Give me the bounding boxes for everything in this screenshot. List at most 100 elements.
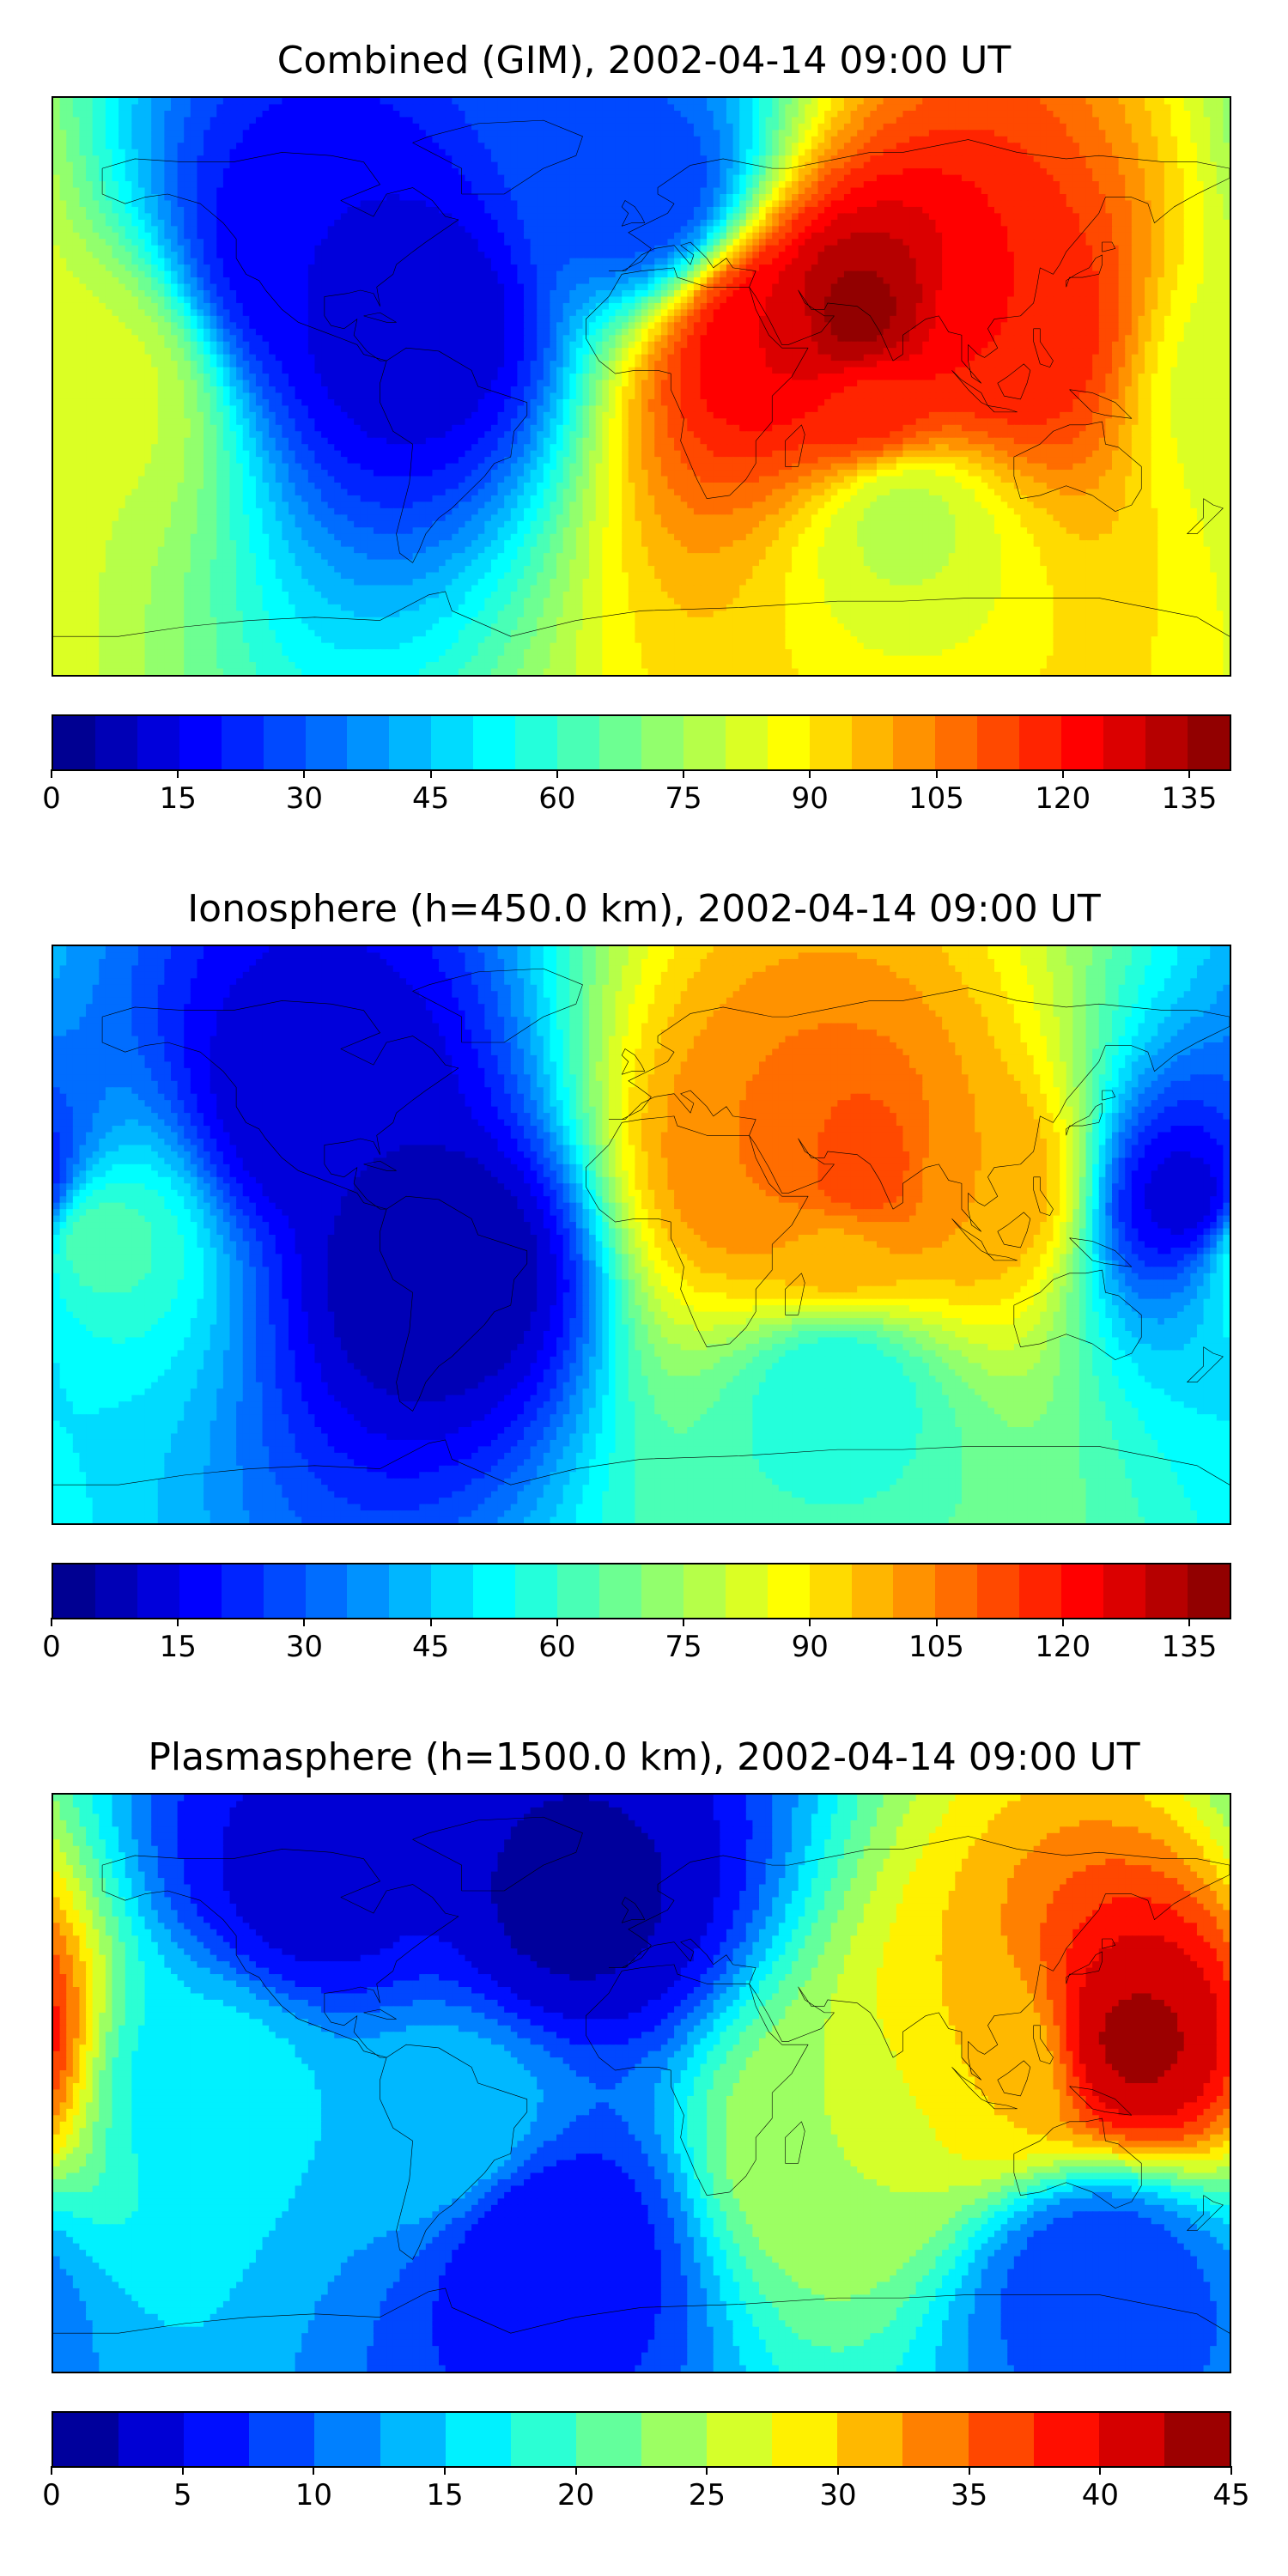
tec-cell bbox=[766, 124, 774, 131]
tec-cell bbox=[857, 239, 865, 246]
tec-cell bbox=[766, 98, 774, 106]
tec-cell bbox=[831, 226, 839, 234]
tec-cell bbox=[824, 194, 832, 202]
tec-cell bbox=[870, 175, 878, 183]
tec-cell bbox=[739, 149, 747, 157]
tec-cell bbox=[739, 194, 747, 202]
tec-cell bbox=[465, 162, 473, 170]
tec-cell bbox=[93, 194, 100, 202]
tec-cell bbox=[726, 271, 734, 279]
tec-cell bbox=[714, 175, 721, 183]
tec-cell bbox=[537, 264, 544, 272]
tec-cell bbox=[164, 111, 172, 118]
tec-cell bbox=[1184, 149, 1192, 157]
tec-cell bbox=[726, 181, 734, 189]
tec-cell bbox=[321, 220, 329, 228]
tec-cell bbox=[654, 188, 662, 196]
tec-cell bbox=[1171, 207, 1179, 215]
tec-cell bbox=[955, 258, 963, 266]
tec-cell bbox=[1197, 117, 1205, 125]
tec-cell bbox=[531, 194, 538, 202]
tec-cell bbox=[386, 220, 394, 228]
tec-cell bbox=[563, 117, 571, 125]
tec-cell bbox=[106, 111, 113, 118]
tec-cell bbox=[857, 252, 865, 259]
tec-cell bbox=[118, 149, 126, 157]
tec-cell bbox=[622, 168, 629, 176]
tec-cell bbox=[1054, 155, 1061, 163]
tec-cell bbox=[896, 220, 904, 228]
tec-cell bbox=[884, 264, 891, 272]
tec-cell bbox=[1119, 124, 1127, 131]
tec-cell bbox=[393, 168, 401, 176]
tec-cell bbox=[1132, 175, 1139, 183]
tec-cell bbox=[902, 168, 910, 176]
tec-cell bbox=[1054, 188, 1061, 196]
tec-cell bbox=[1001, 252, 1009, 259]
tec-cell bbox=[249, 117, 257, 125]
tec-cell bbox=[504, 233, 512, 240]
tec-cell bbox=[491, 130, 499, 137]
tec-cell bbox=[1047, 226, 1054, 234]
tec-cell bbox=[674, 226, 682, 234]
tec-cell bbox=[1001, 111, 1009, 118]
tec-cell bbox=[459, 264, 466, 272]
tec-cell bbox=[249, 188, 257, 196]
tec-cell bbox=[354, 111, 361, 118]
tec-cell bbox=[282, 124, 289, 131]
tec-cell bbox=[851, 124, 859, 131]
tec-cell bbox=[197, 175, 204, 183]
tec-cell bbox=[922, 246, 930, 253]
tec-cell bbox=[994, 155, 1002, 163]
tec-cell bbox=[1164, 104, 1172, 112]
tec-cell bbox=[334, 143, 342, 150]
tec-cell bbox=[1066, 239, 1074, 246]
tec-cell bbox=[936, 117, 944, 125]
tec-cell bbox=[857, 143, 865, 150]
tec-cell bbox=[583, 246, 591, 253]
tec-cell bbox=[249, 200, 257, 208]
tec-cell bbox=[857, 111, 865, 118]
tec-cell bbox=[955, 155, 963, 163]
tec-cell bbox=[158, 200, 166, 208]
tec-cell bbox=[1047, 258, 1054, 266]
tec-cell bbox=[419, 246, 427, 253]
tec-cell bbox=[870, 258, 878, 266]
tec-cell bbox=[785, 168, 793, 176]
tec-cell bbox=[739, 130, 747, 137]
tec-cell bbox=[53, 98, 61, 106]
tec-cell bbox=[739, 246, 747, 253]
tec-cell bbox=[99, 252, 106, 259]
tec-cell bbox=[289, 137, 296, 144]
tec-cell bbox=[694, 213, 702, 221]
tec-cell bbox=[308, 246, 316, 253]
tec-cell bbox=[955, 137, 963, 144]
tec-cell bbox=[341, 226, 349, 234]
tec-cell bbox=[929, 226, 937, 234]
tec-cell bbox=[1072, 104, 1080, 112]
tec-cell bbox=[112, 239, 120, 246]
tec-cell bbox=[596, 246, 604, 253]
tec-cell bbox=[178, 162, 185, 170]
tec-cell bbox=[896, 149, 904, 157]
tec-cell bbox=[563, 239, 571, 246]
tec-cell bbox=[419, 239, 427, 246]
tec-cell bbox=[1151, 252, 1159, 259]
tec-cell bbox=[1047, 143, 1054, 150]
tec-cell bbox=[230, 175, 238, 183]
tec-cell bbox=[524, 111, 532, 118]
tec-cell bbox=[1040, 194, 1048, 202]
tec-cell bbox=[811, 175, 819, 183]
tec-cell bbox=[824, 200, 832, 208]
tec-cell bbox=[1223, 149, 1230, 157]
tec-cell bbox=[439, 137, 447, 144]
tec-cell bbox=[1066, 137, 1074, 144]
tec-cell bbox=[759, 155, 767, 163]
tec-cell bbox=[465, 226, 473, 234]
tec-cell bbox=[969, 155, 976, 163]
tec-cell bbox=[419, 175, 427, 183]
tec-cell bbox=[79, 258, 87, 266]
tec-cell bbox=[171, 246, 179, 253]
tec-cell bbox=[962, 143, 969, 150]
tec-cell bbox=[1204, 252, 1212, 259]
